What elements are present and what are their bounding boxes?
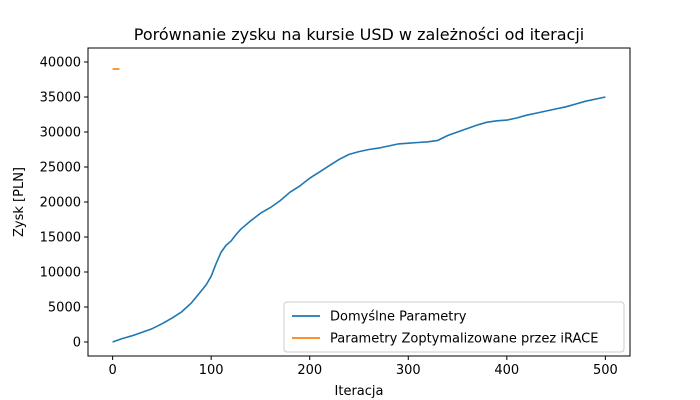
legend: Domyślne Parametry Parametry Zoptymalizow… [283,301,625,353]
y-tick-label: 30000 [40,126,81,141]
x-tick-label: 0 [108,363,116,378]
x-tick-label: 200 [297,363,322,378]
y-tick-label: 20000 [40,196,81,211]
x-axis-label: Iteracja [335,384,384,399]
y-axis-label: Zysk [PLN] [12,167,27,237]
y-tick-label: 35000 [40,91,81,106]
y-tick-label: 0 [73,336,81,351]
y-tick-label: 40000 [40,56,81,71]
legend-label-2: Parametry Zoptymalizowane przez iRACE [330,332,598,347]
x-tick-label: 500 [593,363,618,378]
plot-area [112,68,606,343]
y-tick-label: 10000 [40,266,81,281]
y-tick-label: 15000 [40,231,81,246]
chart-title: Porównanie zysku na kursie USD w zależno… [134,25,584,44]
legend-box [283,301,625,353]
x-tick-label: 300 [396,363,421,378]
x-axis: 0 100 200 300 400 500 [108,356,618,378]
y-tick-label: 5000 [48,301,81,316]
y-axis: 0 5000 10000 15000 20000 25000 30000 35000 40000 [40,56,88,351]
legend-label-1: Domyślne Parametry [330,310,467,325]
series-line-1 [112,96,606,343]
y-tick-label: 25000 [40,161,81,176]
x-tick-label: 100 [199,363,224,378]
x-tick-label: 400 [494,363,519,378]
